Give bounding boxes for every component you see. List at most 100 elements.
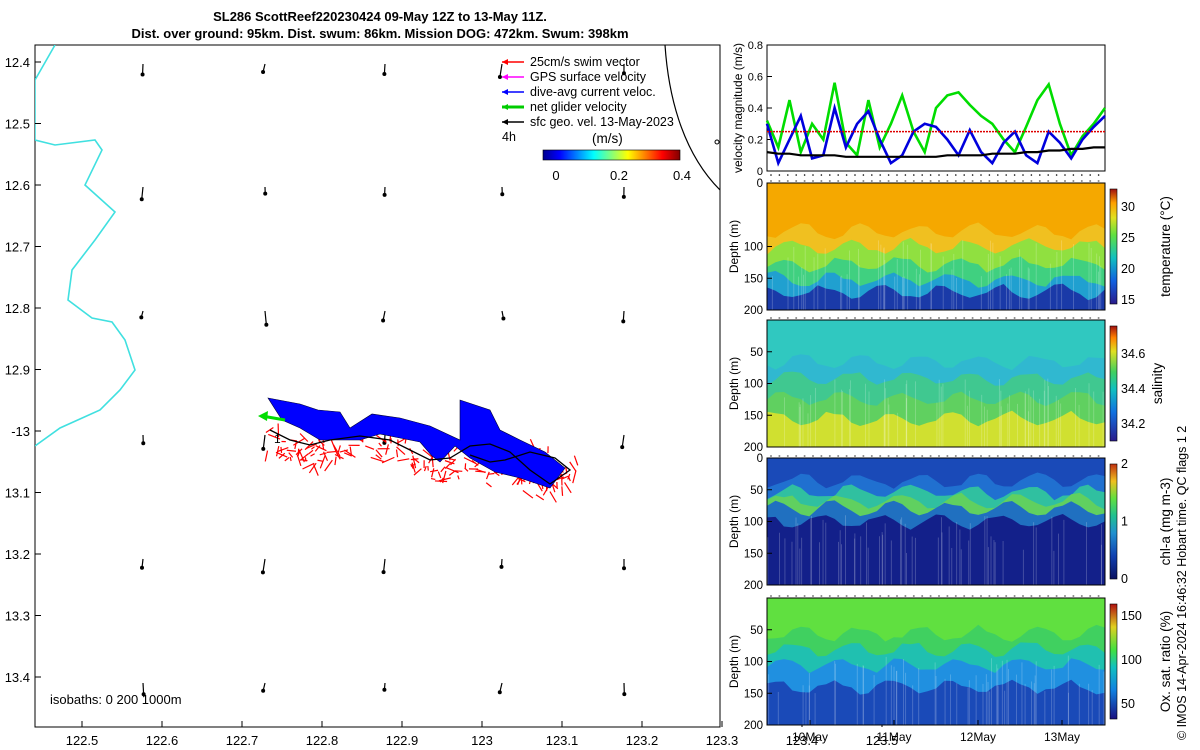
- swim-vector: [308, 449, 314, 455]
- vel-time-mark: [871, 174, 873, 176]
- surface-mark: [988, 455, 991, 457]
- geo-arrow-head: [260, 570, 265, 575]
- surface-mark: [912, 455, 915, 457]
- legend-swatch-head: [502, 89, 508, 95]
- swim-vector: [561, 475, 569, 480]
- swim-vector: [330, 439, 337, 452]
- surface-mark: [904, 455, 907, 457]
- surface-mark: [963, 595, 966, 597]
- swim-vector: [440, 466, 446, 473]
- swim-vector: [572, 470, 577, 484]
- surface-mark: [912, 595, 915, 597]
- colorbar-label: Ox. sat. ratio (%): [1158, 611, 1173, 712]
- swim-vector: [567, 476, 571, 482]
- vel-ytick-label: 0: [757, 166, 763, 178]
- geo-arrow-head: [382, 687, 387, 692]
- surface-mark: [996, 595, 999, 597]
- vel-time-mark: [1097, 174, 1100, 176]
- surface-mark: [820, 455, 823, 457]
- surface-mark: [1080, 595, 1083, 597]
- surface-mark: [1038, 317, 1041, 319]
- lon-tick-label: 122.6: [146, 733, 179, 748]
- swim-vector: [286, 449, 297, 452]
- surface-mark: [1013, 455, 1016, 457]
- surface-mark: [795, 595, 798, 597]
- vel-time-mark: [921, 174, 923, 176]
- swim-vector: [485, 482, 492, 488]
- surface-mark: [954, 180, 957, 182]
- swim-vector: [280, 446, 283, 454]
- geo-arrow-head: [263, 191, 268, 196]
- surface-mark: [971, 595, 974, 597]
- swim-vector: [511, 476, 520, 486]
- swim-vector: [385, 444, 389, 455]
- surface-mark: [1022, 180, 1024, 182]
- surface-mark: [980, 317, 982, 319]
- swim-vector: [535, 494, 545, 501]
- colorbar-tick-label: 34.6: [1121, 347, 1145, 361]
- surface-mark: [988, 180, 991, 182]
- swim-vector: [365, 445, 375, 450]
- geo-arrow-head: [621, 319, 626, 324]
- surface-mark: [904, 317, 907, 319]
- title-line-1: SL286 ScottReef220230424 09-May 12Z to 1…: [213, 9, 547, 24]
- vel-time-mark: [787, 174, 789, 176]
- surface-mark: [770, 455, 772, 457]
- swim-vector: [315, 445, 327, 452]
- colorbar-label: salinity: [1150, 363, 1165, 405]
- island-dot: [714, 139, 720, 145]
- surface-mark: [837, 455, 840, 457]
- surface-mark: [879, 595, 882, 597]
- surface-mark: [1013, 595, 1016, 597]
- swim-vector: [431, 456, 434, 468]
- depth-tick-label: 200: [744, 580, 763, 592]
- surface-mark: [837, 180, 840, 182]
- vel-time-mark: [812, 174, 814, 176]
- surface-mark: [929, 455, 932, 457]
- surface-mark: [828, 180, 831, 182]
- vel-time-mark: [946, 174, 949, 176]
- surface-mark: [929, 180, 932, 182]
- surface-mark: [795, 180, 798, 182]
- geo-arrow: [621, 434, 625, 448]
- surface-mark: [1080, 317, 1083, 319]
- lat-tick-label: 13.3: [5, 609, 30, 624]
- vel-time-mark: [829, 174, 831, 176]
- vel-time-mark: [904, 174, 907, 176]
- colorbar-tick-label: 15: [1121, 293, 1135, 307]
- swim-vector: [311, 446, 315, 450]
- depth-label: Depth (m): [727, 220, 741, 273]
- geo-arrow-head: [261, 446, 266, 451]
- colorbar-tick-label: 0.2: [610, 168, 628, 183]
- swim-vector: [299, 433, 309, 442]
- swim-vector: [396, 446, 406, 456]
- surface-mark: [954, 455, 957, 457]
- swim-vector: [551, 483, 556, 493]
- map-panel: 122.5 122.6 122.7 122.8 122.9 123 123.1 123.2 12…: [5, 44, 898, 748]
- vel-ytick-label: 0.8: [748, 40, 763, 52]
- surface-mark: [1030, 180, 1033, 182]
- surface-mark: [921, 595, 924, 597]
- surface-mark: [845, 317, 848, 319]
- geo-arrow-head: [261, 69, 266, 74]
- surface-mark: [946, 180, 949, 182]
- surface-mark: [870, 595, 873, 597]
- swim-vector: [431, 468, 435, 478]
- swim-vector: [314, 445, 321, 452]
- time-tick-label: 11May: [876, 730, 911, 744]
- surface-mark: [996, 180, 999, 182]
- swim-vector: [375, 454, 382, 460]
- legend-colorbar: [542, 149, 681, 161]
- geostrophic-arrows: [139, 63, 627, 697]
- surface-mark: [996, 455, 999, 457]
- surface-mark: [828, 455, 831, 457]
- vel-ylabel: velocity magnitude (m/s): [731, 43, 745, 173]
- swim-vector: [413, 468, 422, 476]
- geo-arrow-head: [501, 316, 506, 321]
- swim-vector: [464, 467, 469, 472]
- vel-time-mark: [1064, 174, 1066, 176]
- heatmap-cells: [767, 183, 1105, 310]
- swim-vector: [288, 452, 294, 458]
- geo-arrow-head: [382, 192, 387, 197]
- section-panel: 0 50 100 150 200 Depth (m) 2 1 0 chl-a (mg m-3): [727, 453, 1173, 592]
